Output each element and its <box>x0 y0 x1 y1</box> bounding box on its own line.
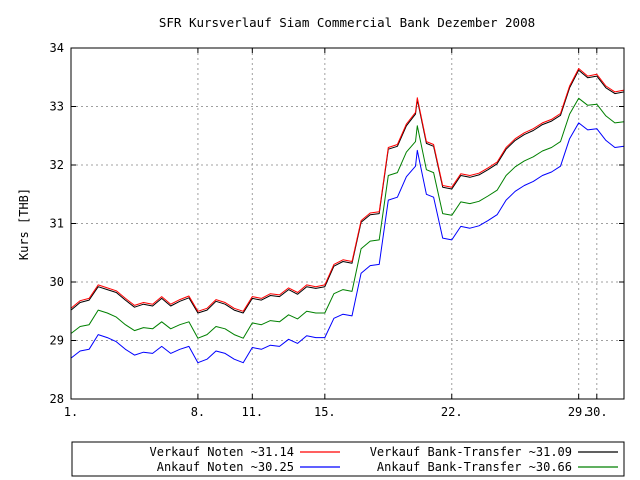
y-tick-label: 33 <box>50 100 64 114</box>
x-tick-label: 11. <box>241 405 263 419</box>
legend: Verkauf Noten ~31.14 Verkauf Bank-Transf… <box>71 441 625 477</box>
y-axis: 28 29 30 31 32 33 34 <box>50 41 624 406</box>
x-tick-label: 22. <box>441 405 463 419</box>
x-tick-label: 1. <box>64 405 78 419</box>
y-tick-label: 34 <box>50 41 64 55</box>
series-line-verkauf-bank-transfer <box>70 69 625 314</box>
x-tick-label: 15. <box>314 405 336 419</box>
y-tick-label: 30 <box>50 275 64 289</box>
plot-frame <box>70 47 625 400</box>
x-tick-label: 8. <box>191 405 205 419</box>
y-tick-label: 31 <box>50 217 64 231</box>
legend-box <box>71 441 625 477</box>
y-axis-label: Kurs [THB] <box>17 188 31 260</box>
series-line-verkauf-noten <box>70 68 625 312</box>
legend-label-ankauf-noten: Ankauf Noten ~30.25 <box>157 460 294 474</box>
y-tick-label: 29 <box>50 334 64 348</box>
legend-label-verkauf-bank-transfer: Verkauf Bank-Transfer ~31.09 <box>370 445 572 459</box>
x-tick-label: 29. <box>568 405 590 419</box>
series-line-ankauf-bank-transfer <box>70 97 625 339</box>
grid <box>71 48 624 399</box>
x-axis: 1. 8. 11. 15. 22. 29.30. <box>64 48 608 419</box>
x-tick-label: 30. <box>586 405 608 419</box>
series-line-ankauf-noten <box>70 122 625 364</box>
series-lines <box>70 68 625 364</box>
legend-label-verkauf-noten: Verkauf Noten ~31.14 <box>150 445 295 459</box>
y-tick-label: 32 <box>50 158 64 172</box>
chart-title: SFR Kursverlauf Siam Commercial Bank Dez… <box>159 15 535 30</box>
y-tick-label: 28 <box>50 392 64 406</box>
legend-label-ankauf-bank-transfer: Ankauf Bank-Transfer ~30.66 <box>377 460 572 474</box>
